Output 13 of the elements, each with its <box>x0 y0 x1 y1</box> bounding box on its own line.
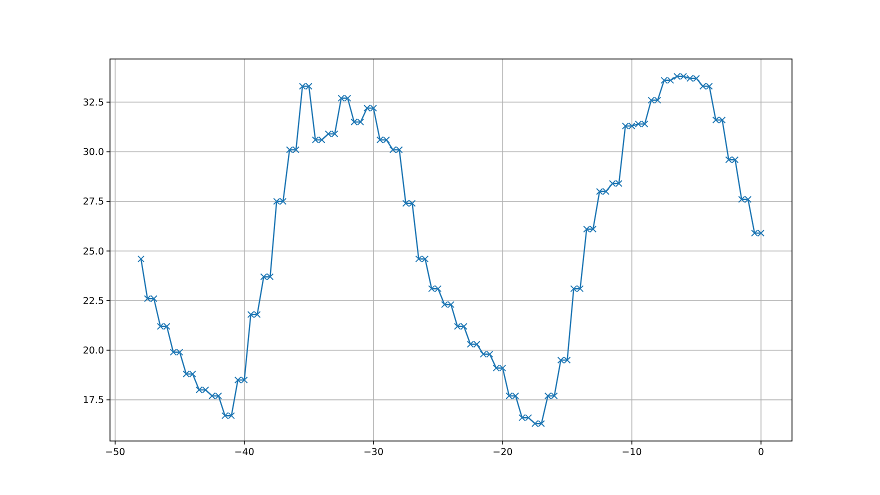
y-tick-label: 25.0 <box>82 246 104 258</box>
x-tick-label: −40 <box>234 447 254 458</box>
y-tick-label: 17.5 <box>82 395 104 406</box>
x-tick-label: −20 <box>492 447 513 458</box>
y-tick-label: 22.5 <box>82 296 104 307</box>
y-tick-label: 32.5 <box>82 97 104 108</box>
x-tick-label: 0 <box>758 447 764 458</box>
x-tick-label: −50 <box>105 447 126 458</box>
y-tick-label: 20.0 <box>82 346 104 357</box>
x-tick-label: −10 <box>622 447 642 458</box>
x-tick-label: −30 <box>363 447 384 458</box>
y-tick-label: 27.5 <box>82 196 104 208</box>
y-tick-label: 30.0 <box>82 147 104 158</box>
